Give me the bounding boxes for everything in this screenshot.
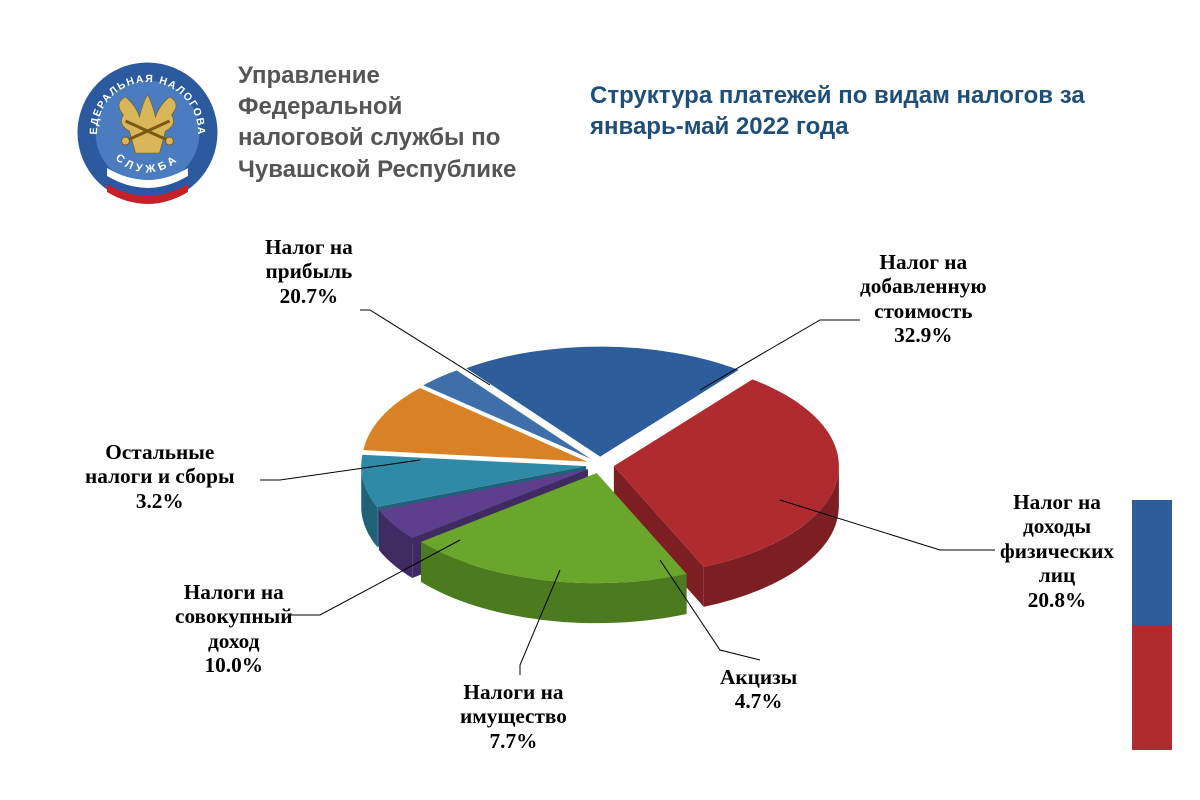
slice-label-3: Налоги наимущество7.7% bbox=[460, 680, 567, 753]
org-line-3: налоговой службы по bbox=[238, 122, 516, 153]
slice-label-1: Налог надоходыфизическихлиц20.8% bbox=[1000, 490, 1114, 612]
slice-pct-3: 7.7% bbox=[460, 729, 567, 753]
org-line-4: Чувашской Республике bbox=[238, 154, 516, 185]
header: ФЕДЕРАЛЬНАЯ НАЛОГОВАЯ СЛУЖБА bbox=[75, 60, 516, 205]
slice-label-0: Налог надобавленнуюстоимость32.9% bbox=[860, 250, 987, 348]
fns-logo: ФЕДЕРАЛЬНАЯ НАЛОГОВАЯ СЛУЖБА bbox=[75, 60, 220, 205]
slice-pct-4: 10.0% bbox=[175, 653, 292, 677]
slice-label-5: Остальныеналоги и сборы3.2% bbox=[85, 440, 235, 513]
slice-pct-6: 20.7% bbox=[265, 284, 353, 308]
chart-title: Структура платежей по видам налогов за я… bbox=[590, 80, 1130, 142]
legend-bars bbox=[1132, 500, 1172, 750]
slice-pct-0: 32.9% bbox=[860, 323, 987, 347]
slice-pct-2: 4.7% bbox=[720, 689, 797, 713]
page: ФЕДЕРАЛЬНАЯ НАЛОГОВАЯ СЛУЖБА bbox=[0, 0, 1200, 800]
org-line-2: Федеральной bbox=[238, 91, 516, 122]
slice-pct-5: 3.2% bbox=[85, 489, 235, 513]
legend-bar-1 bbox=[1132, 500, 1172, 625]
slice-label-4: Налоги насовокупныйдоход10.0% bbox=[175, 580, 292, 678]
pie-chart: Налог надобавленнуюстоимость32.9% Налог н… bbox=[60, 220, 1140, 780]
org-line-1: Управление bbox=[238, 60, 516, 91]
slice-pct-1: 20.8% bbox=[1000, 588, 1114, 612]
slice-label-2: Акцизы4.7% bbox=[720, 665, 797, 714]
legend-bar-2 bbox=[1132, 625, 1172, 750]
org-name: Управление Федеральной налоговой службы … bbox=[238, 60, 516, 185]
slice-label-6: Налог наприбыль20.7% bbox=[265, 235, 353, 308]
